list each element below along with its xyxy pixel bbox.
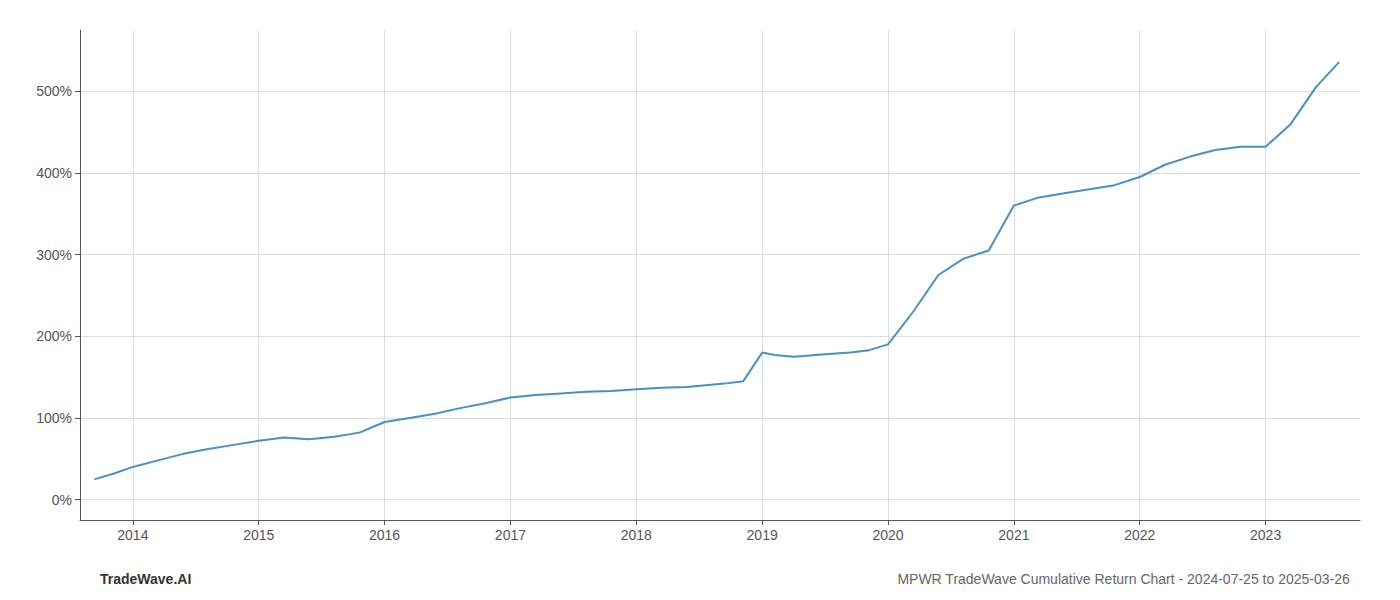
svg-text:MPWR TradeWave Cumulative Retu: MPWR TradeWave Cumulative Return Chart -…: [897, 571, 1350, 587]
svg-text:2017: 2017: [495, 527, 526, 543]
svg-text:300%: 300%: [36, 247, 72, 263]
svg-text:TradeWave.AI: TradeWave.AI: [100, 571, 191, 587]
svg-text:2016: 2016: [369, 527, 400, 543]
svg-text:2023: 2023: [1250, 527, 1281, 543]
svg-text:100%: 100%: [36, 410, 72, 426]
svg-text:2015: 2015: [243, 527, 274, 543]
svg-text:500%: 500%: [36, 83, 72, 99]
svg-text:200%: 200%: [36, 328, 72, 344]
svg-text:2014: 2014: [117, 527, 148, 543]
svg-text:0%: 0%: [52, 492, 72, 508]
svg-text:2021: 2021: [998, 527, 1029, 543]
svg-text:2018: 2018: [621, 527, 652, 543]
svg-text:400%: 400%: [36, 165, 72, 181]
svg-text:2020: 2020: [872, 527, 903, 543]
svg-text:2022: 2022: [1124, 527, 1155, 543]
svg-text:2019: 2019: [747, 527, 778, 543]
